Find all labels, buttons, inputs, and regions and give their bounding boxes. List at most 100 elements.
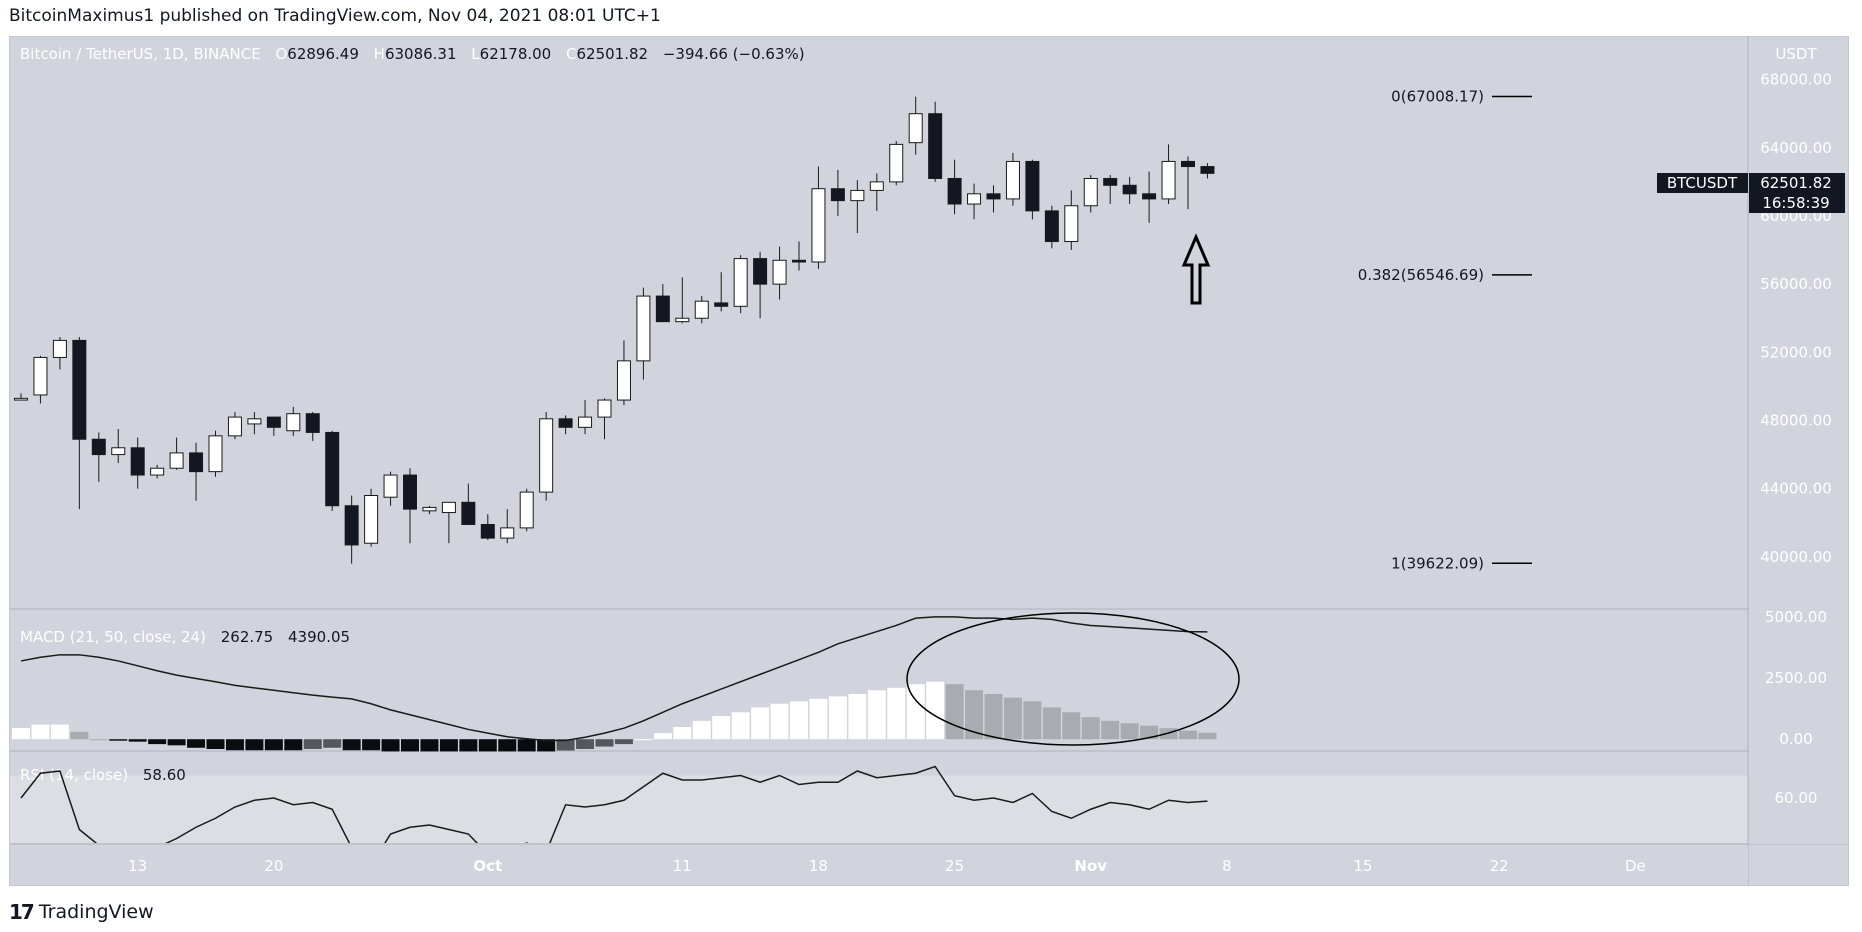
candle-body — [830, 188, 845, 202]
rsi-legend-name: RSI (14, close) — [20, 766, 128, 784]
candle-body — [539, 418, 554, 493]
rsi-legend: RSI (14, close) 58.60 — [20, 766, 186, 784]
low-label: L — [471, 45, 480, 63]
macd-histogram-bar — [264, 739, 283, 751]
macd-legend-value-2: 4390.05 — [288, 628, 350, 646]
macd-histogram-bar — [926, 681, 945, 740]
fib-level-label: 0.382(56546.69) — [1358, 266, 1484, 284]
candle-body — [889, 143, 904, 183]
fib-level-label: 1(39622.09) — [1391, 554, 1484, 572]
up-arrow-icon — [1181, 233, 1211, 305]
candle-body — [500, 527, 515, 539]
rsi-line — [20, 765, 1208, 843]
candle-body — [266, 416, 281, 428]
macd-histogram-bar — [206, 739, 225, 749]
time-axis-label: 11 — [673, 857, 692, 875]
macd-histogram-bar — [867, 690, 886, 740]
macd-histogram-bar — [1198, 732, 1217, 740]
candle-body — [811, 188, 826, 263]
candle-body — [558, 418, 573, 428]
time-axis-label: De — [1625, 857, 1646, 875]
macd-tick-label: 2500.00 — [1765, 669, 1827, 687]
candle-body — [150, 467, 165, 476]
published-header: BitcoinMaximus1 published on TradingView… — [9, 6, 661, 26]
macd-histogram-bar — [50, 724, 69, 740]
macd-histogram-bar — [809, 698, 828, 740]
tradingview-brand[interactable]: 17 TradingView — [9, 900, 154, 924]
price-axis[interactable] — [1749, 37, 1848, 844]
macd-legend: MACD (21, 50, close, 24) 262.75 4390.05 — [20, 628, 350, 646]
macd-tick-label: 0.00 — [1779, 730, 1812, 748]
candle-body — [91, 438, 106, 456]
macd-histogram-bar — [478, 739, 497, 752]
candle-body — [1044, 210, 1059, 243]
macd-histogram-bar — [1042, 707, 1061, 740]
candle-body — [1083, 177, 1098, 207]
macd-histogram-bar — [109, 739, 128, 741]
macd-histogram-bar — [128, 739, 147, 742]
candle-body — [461, 501, 476, 525]
low-value: 62178.00 — [480, 45, 552, 63]
price-tick-label: 52000.00 — [1760, 343, 1832, 361]
candle-body — [72, 339, 87, 440]
macd-histogram-bar — [362, 739, 381, 751]
last-price-badge: BTCUSDT 62501.82 16:58:39 — [1657, 173, 1845, 213]
macd-histogram-bar — [148, 739, 167, 745]
candle-body — [383, 474, 398, 498]
macd-histogram-bar — [790, 701, 808, 740]
candle-body — [52, 339, 67, 358]
candle-body — [247, 418, 262, 425]
macd-histogram-bar — [498, 739, 517, 752]
time-axis-label: 15 — [1354, 857, 1373, 875]
candle-body — [850, 189, 865, 202]
brand-text: TradingView — [38, 901, 154, 923]
candle-body — [208, 435, 223, 473]
candle-body — [1025, 160, 1040, 212]
price-pane[interactable] — [10, 37, 1748, 608]
candle-body — [1181, 160, 1195, 168]
candle-body — [675, 317, 690, 323]
rsi-tick-label: 60.00 — [1775, 789, 1818, 807]
candle-body — [227, 416, 242, 437]
price-tick-label: 44000.00 — [1760, 480, 1832, 498]
time-axis-label: 20 — [264, 857, 283, 875]
macd-histogram-bar — [12, 727, 30, 740]
candle-body — [1122, 184, 1137, 195]
macd-histogram-bar — [653, 733, 672, 740]
macd-histogram-bar — [848, 693, 867, 740]
macd-histogram-bar — [887, 687, 906, 740]
badge-price: 62501.82 — [1760, 174, 1832, 192]
macd-histogram-bar — [459, 739, 478, 752]
macd-histogram-bar — [556, 739, 575, 751]
candle-body — [733, 258, 748, 307]
macd-legend-value-1: 262.75 — [221, 628, 274, 646]
chart-canvas[interactable]: Bitcoin / TetherUS, 1D, BINANCE O62896.4… — [10, 37, 1848, 885]
candle-body — [519, 491, 534, 529]
open-label: O — [275, 45, 287, 63]
candle-body — [714, 302, 729, 307]
macd-histogram-bar — [420, 739, 439, 752]
high-value: 63086.31 — [385, 45, 457, 63]
macd-histogram-bar — [1062, 712, 1081, 740]
open-value: 62896.49 — [287, 45, 359, 63]
candle-body — [616, 360, 631, 401]
time-axis-label: 18 — [809, 857, 828, 875]
macd-histogram-bar — [1003, 697, 1022, 740]
symbol-legend: Bitcoin / TetherUS, 1D, BINANCE O62896.4… — [20, 45, 805, 63]
tradingview-logo-icon: 17 — [9, 900, 35, 924]
chart-frame[interactable]: Bitcoin / TetherUS, 1D, BINANCE O62896.4… — [9, 36, 1849, 886]
macd-histogram-bar — [965, 690, 984, 740]
time-axis-label: 13 — [128, 857, 147, 875]
candle-body — [753, 258, 768, 285]
macd-histogram-bar — [614, 739, 633, 745]
candle-body — [33, 356, 48, 396]
candle-body — [1161, 160, 1176, 200]
change-value: −394.66 (−0.63%) — [663, 45, 805, 63]
candle-body — [792, 259, 806, 263]
candle-body — [441, 501, 456, 514]
macd-histogram-bar — [984, 693, 1003, 740]
time-axis[interactable] — [10, 845, 1748, 885]
candle-body — [772, 259, 787, 285]
candle-body — [1005, 160, 1020, 200]
candle-body — [908, 113, 923, 144]
